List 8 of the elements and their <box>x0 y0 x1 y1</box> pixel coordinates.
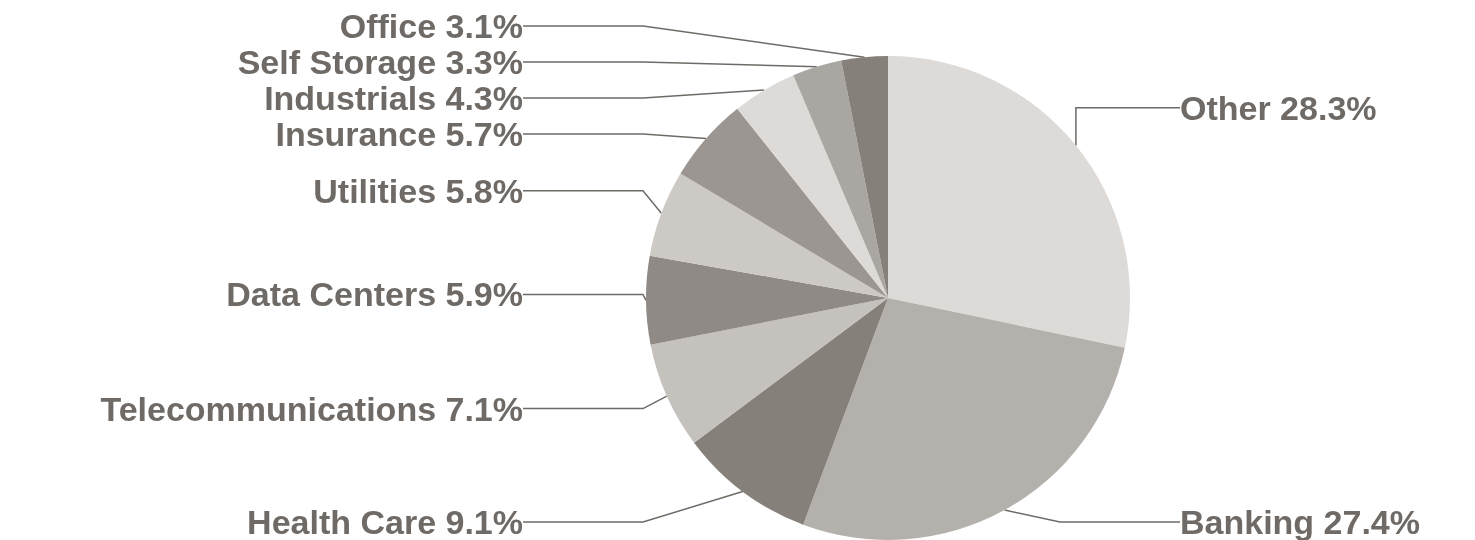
slice-label: Office 3.1% <box>339 7 523 45</box>
slice-label: Insurance 5.7% <box>275 115 523 153</box>
slice-label: Utilities 5.8% <box>313 171 523 210</box>
slice-label: Self Storage 3.3% <box>237 43 523 81</box>
slice-label: Other 28.3% <box>1180 88 1377 127</box>
slice-label: Telecommunications 7.1% <box>100 389 523 428</box>
slice-label: Health Care 9.1% <box>247 503 523 540</box>
slice-label: Data Centers 5.9% <box>226 275 523 314</box>
